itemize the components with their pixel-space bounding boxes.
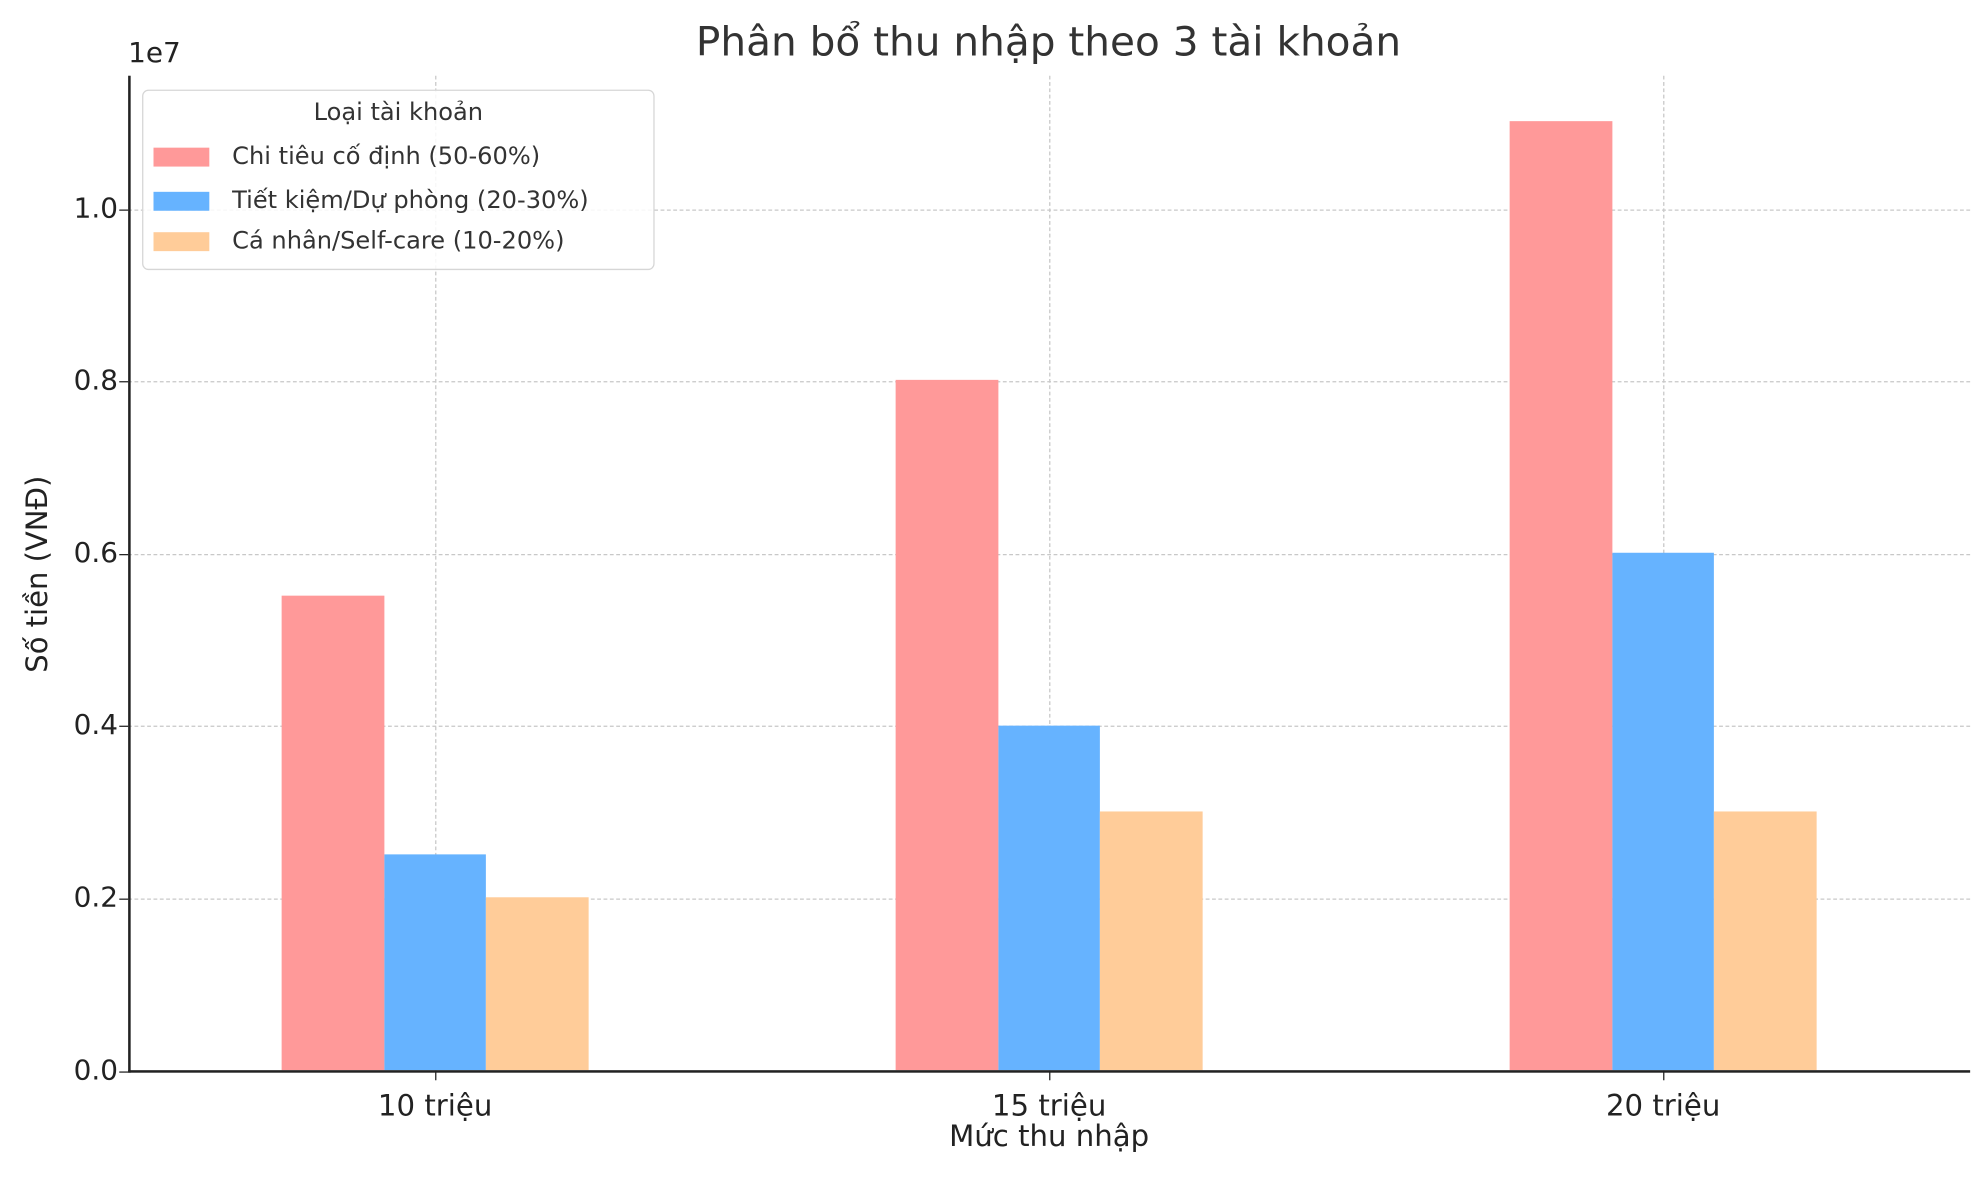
y-tick <box>119 209 129 211</box>
legend-label: Chi tiêu cố định (50-60%) <box>232 142 541 171</box>
y-tick <box>119 898 129 900</box>
legend-swatch <box>153 231 210 251</box>
bar <box>1714 811 1817 1071</box>
bar <box>281 595 385 1071</box>
y-tick-label: 1.0 <box>73 193 118 226</box>
legend-item-savings: Tiết kiệm/Dự phòng (20-30%) <box>153 186 589 216</box>
y-tick <box>119 554 129 556</box>
x-tick-label: 10 triệu <box>377 1090 493 1124</box>
h-gridline <box>128 381 1971 383</box>
y-tick-label: 0.6 <box>73 538 118 570</box>
legend-item-fixed-expenses: Chi tiêu cố định (50-60%) <box>153 141 541 171</box>
chart-title: Phân bổ thu nhập theo 3 tài khoản <box>695 17 1402 66</box>
y-axis-offset-label: 1e7 <box>128 37 181 70</box>
x-axis-label: Mức thu nhập <box>949 1120 1150 1154</box>
h-gridline <box>128 209 1971 211</box>
x-tick <box>435 1071 437 1081</box>
legend-item-personal: Cá nhân/Self-care (10-20%) <box>153 226 565 256</box>
bar <box>998 725 1101 1071</box>
bar <box>486 897 589 1071</box>
legend-label: Tiết kiệm/Dự phòng (20-30%) <box>232 186 589 215</box>
bar <box>1509 121 1613 1071</box>
plot-area: 0.0 0.2 0.4 0.6 0.8 1.0 10 triệu 15 triệ… <box>74 75 1971 1123</box>
bar <box>384 854 487 1071</box>
x-tick-label: 15 triệu <box>991 1090 1107 1124</box>
x-tick <box>1049 1071 1051 1081</box>
x-axis-line <box>128 1070 1971 1073</box>
legend: Loại tài khoản Chi tiêu cố định (50-60%)… <box>142 89 655 271</box>
bar <box>1612 552 1715 1071</box>
y-axis-line <box>128 75 131 1073</box>
y-tick <box>119 725 129 727</box>
y-tick <box>119 1071 129 1073</box>
legend-swatch <box>153 147 210 166</box>
y-tick-label: 0.4 <box>73 709 118 742</box>
bar <box>895 380 999 1071</box>
legend-label: Cá nhân/Self-care (10-20%) <box>232 227 565 255</box>
x-tick-label: 20 triệu <box>1605 1090 1721 1124</box>
x-tick <box>1663 1071 1665 1081</box>
v-gridline <box>1049 75 1051 1072</box>
y-tick <box>119 381 129 383</box>
y-axis-label: Số tiền (VNĐ) <box>21 475 55 673</box>
h-gridline <box>128 554 1971 556</box>
legend-swatch <box>153 191 210 211</box>
v-gridline <box>435 75 437 1072</box>
legend-title: Loại tài khoản <box>313 98 484 127</box>
y-tick-label: 0.0 <box>73 1055 118 1088</box>
y-tick-label: 0.8 <box>73 365 118 397</box>
bar <box>1100 811 1203 1071</box>
y-tick-label: 0.2 <box>73 882 118 915</box>
